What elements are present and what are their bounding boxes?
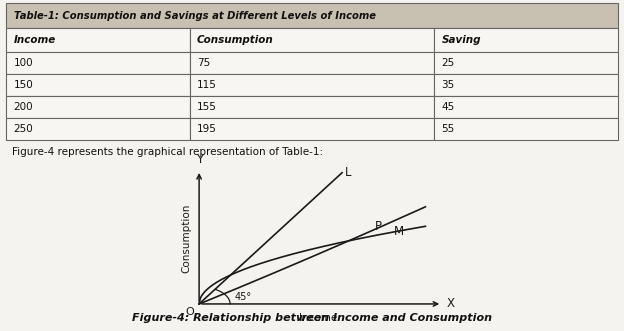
Bar — [6, 96, 190, 118]
Text: Consumption: Consumption — [181, 204, 191, 273]
Text: Saving: Saving — [442, 35, 481, 45]
Text: Table-1: Consumption and Savings at Different Levels of Income: Table-1: Consumption and Savings at Diff… — [14, 11, 376, 21]
Text: 75: 75 — [197, 58, 210, 68]
Text: 195: 195 — [197, 124, 217, 134]
Text: 45: 45 — [442, 102, 455, 112]
Text: 100: 100 — [14, 58, 33, 68]
Bar — [434, 74, 618, 96]
Bar — [190, 96, 434, 118]
Text: 250: 250 — [14, 124, 33, 134]
Text: L: L — [344, 166, 351, 179]
Text: Consumption: Consumption — [197, 35, 274, 45]
Text: Figure-4: Relationship between Income and Consumption: Figure-4: Relationship between Income an… — [132, 313, 492, 323]
Text: M: M — [394, 225, 404, 238]
Text: O: O — [185, 307, 194, 317]
Bar — [434, 52, 618, 74]
Text: 25: 25 — [442, 58, 455, 68]
Bar — [6, 118, 190, 140]
Text: X: X — [447, 298, 455, 310]
Text: 155: 155 — [197, 102, 217, 112]
Text: 115: 115 — [197, 80, 217, 90]
Text: Income: Income — [299, 313, 338, 323]
Bar — [6, 28, 190, 52]
Bar — [434, 96, 618, 118]
Bar — [190, 28, 434, 52]
Text: 200: 200 — [14, 102, 33, 112]
Text: 55: 55 — [442, 124, 455, 134]
Text: Figure-4 represents the graphical representation of Table-1:: Figure-4 represents the graphical repres… — [12, 147, 323, 158]
Text: Income: Income — [14, 35, 56, 45]
Text: 150: 150 — [14, 80, 33, 90]
Bar — [6, 74, 190, 96]
Bar — [190, 74, 434, 96]
Bar — [6, 3, 618, 28]
Bar — [6, 52, 190, 74]
Text: 45°: 45° — [235, 292, 252, 302]
Bar — [434, 28, 618, 52]
Bar — [190, 52, 434, 74]
Bar — [190, 118, 434, 140]
Text: 35: 35 — [442, 80, 455, 90]
Text: P: P — [374, 220, 381, 233]
Text: Y: Y — [195, 153, 203, 166]
Bar — [434, 118, 618, 140]
